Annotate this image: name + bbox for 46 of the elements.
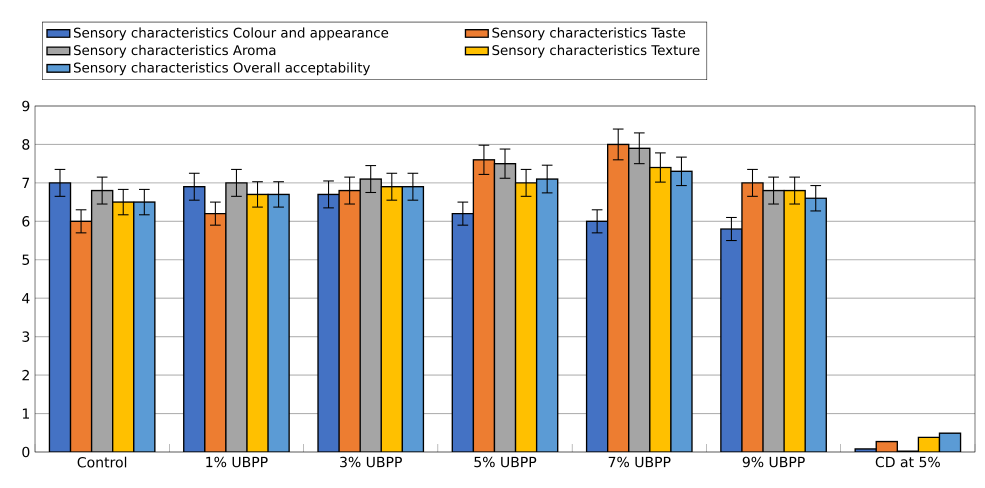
y-tick-label: 3	[22, 331, 30, 342]
bar	[763, 190, 784, 452]
bar	[720, 229, 742, 452]
x-tick-label: 9% UBPP	[742, 456, 805, 468]
y-tick-label: 0	[22, 446, 30, 458]
bar	[318, 194, 340, 452]
y-tick-label: 4	[22, 293, 30, 304]
bar	[628, 148, 650, 452]
y-tick-label: 7	[22, 178, 30, 188]
x-tick-label: 7% UBPP	[608, 456, 670, 468]
y-tick-label: 5	[22, 254, 30, 265]
bar	[49, 182, 71, 452]
bar	[184, 186, 205, 452]
x-tick-label: Control	[78, 456, 126, 468]
bar	[134, 202, 155, 452]
bar	[246, 194, 268, 452]
bar	[586, 221, 608, 452]
legend-label: Sensory characteristics Aroma	[74, 44, 276, 58]
legend-label: Sensory characteristics Colour and appearance	[74, 27, 388, 40]
y-tick-label: 2	[22, 370, 29, 380]
x-tick-label: 3% UBPP	[340, 456, 402, 468]
x-tick-label: 1% UBPP	[206, 456, 268, 468]
x-tick-label: CD at 5%	[876, 456, 940, 468]
legend-label: Sensory characteristics Texture	[492, 44, 700, 58]
y-tick-label: 9	[22, 100, 30, 112]
bar	[381, 186, 402, 452]
y-tick-label: 6	[22, 216, 30, 227]
bar	[784, 190, 806, 452]
bar	[516, 182, 537, 452]
legend-label: Sensory characteristics Overall acceptability	[74, 62, 370, 76]
legend-label: Sensory characteristics Taste	[492, 27, 686, 40]
bar	[268, 194, 290, 452]
bar	[536, 179, 558, 452]
bar	[360, 179, 382, 452]
y-tick-label: 1	[22, 408, 30, 419]
y-tick-label: 8	[22, 139, 30, 150]
bar	[805, 198, 826, 452]
bar	[494, 164, 516, 452]
bar	[452, 214, 474, 452]
bar	[650, 168, 671, 452]
bar	[112, 202, 134, 452]
bar	[92, 190, 113, 452]
bar	[226, 182, 247, 452]
x-tick-label: 5% UBPP	[474, 456, 536, 468]
bar	[670, 171, 692, 452]
bar	[402, 186, 424, 452]
